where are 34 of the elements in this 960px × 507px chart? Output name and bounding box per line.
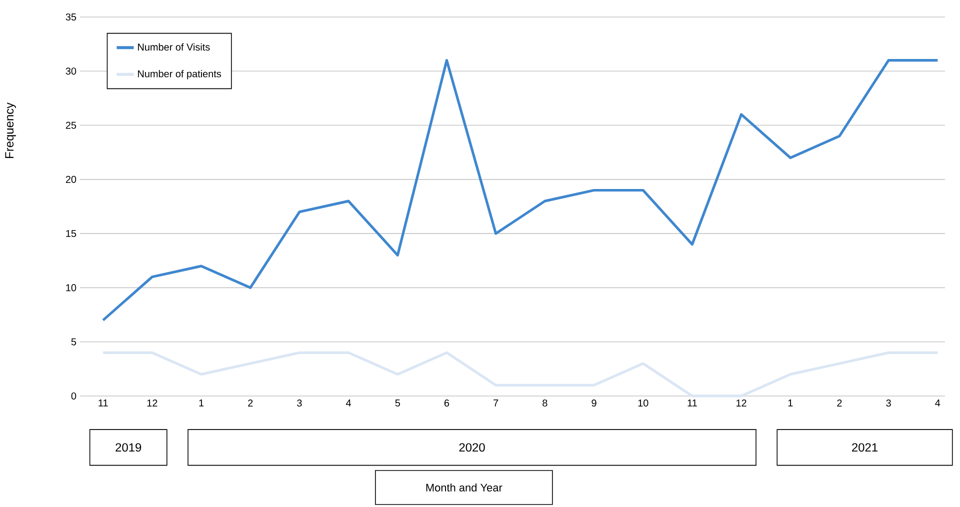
y-tick-label: 15 — [66, 230, 76, 238]
x-tick-label: 3 — [297, 400, 302, 407]
text: 2020 — [459, 443, 485, 452]
text: 2019 — [116, 443, 142, 452]
legend-label: Number of patients — [138, 70, 222, 80]
y-tick-label: 25 — [66, 122, 76, 129]
x-tick-label: 2 — [248, 400, 253, 406]
y-tick-label: 35 — [66, 13, 76, 21]
x-tick-label: 10 — [638, 400, 648, 407]
x-tick-label: 11 — [688, 400, 697, 406]
x-tick-label: 3 — [886, 400, 891, 407]
text: 2021 — [852, 443, 878, 452]
y-tick-label: 20 — [66, 176, 76, 183]
x-tick-label: 7 — [494, 400, 498, 406]
y-tick-label: 30 — [66, 68, 76, 75]
x-tick-label: 5 — [395, 400, 400, 406]
y-tick-label: 5 — [71, 338, 76, 346]
x-tick-label: 9 — [592, 400, 596, 407]
x-tick-label: 1 — [788, 400, 793, 406]
x-tick-label: 11 — [98, 400, 108, 406]
x-tick-label: 12 — [736, 400, 746, 406]
x-tick-label: 6 — [444, 400, 450, 407]
line-series — [102, 59, 939, 322]
legend-label: Number of Visits — [138, 43, 210, 51]
x-tick-label: 8 — [542, 400, 548, 407]
x-tick-label: 4 — [935, 400, 940, 406]
y-axis-title: Frequency — [5, 102, 16, 158]
y-tick-label: 10 — [66, 284, 76, 292]
x-tick-label: 12 — [147, 400, 158, 406]
x-tick-label: 1 — [199, 400, 204, 406]
text: Month and Year — [426, 483, 502, 492]
x-tick-label: 2 — [837, 400, 842, 406]
x-tick-label: 4 — [346, 400, 352, 406]
y-tick-label: 0 — [71, 392, 76, 400]
